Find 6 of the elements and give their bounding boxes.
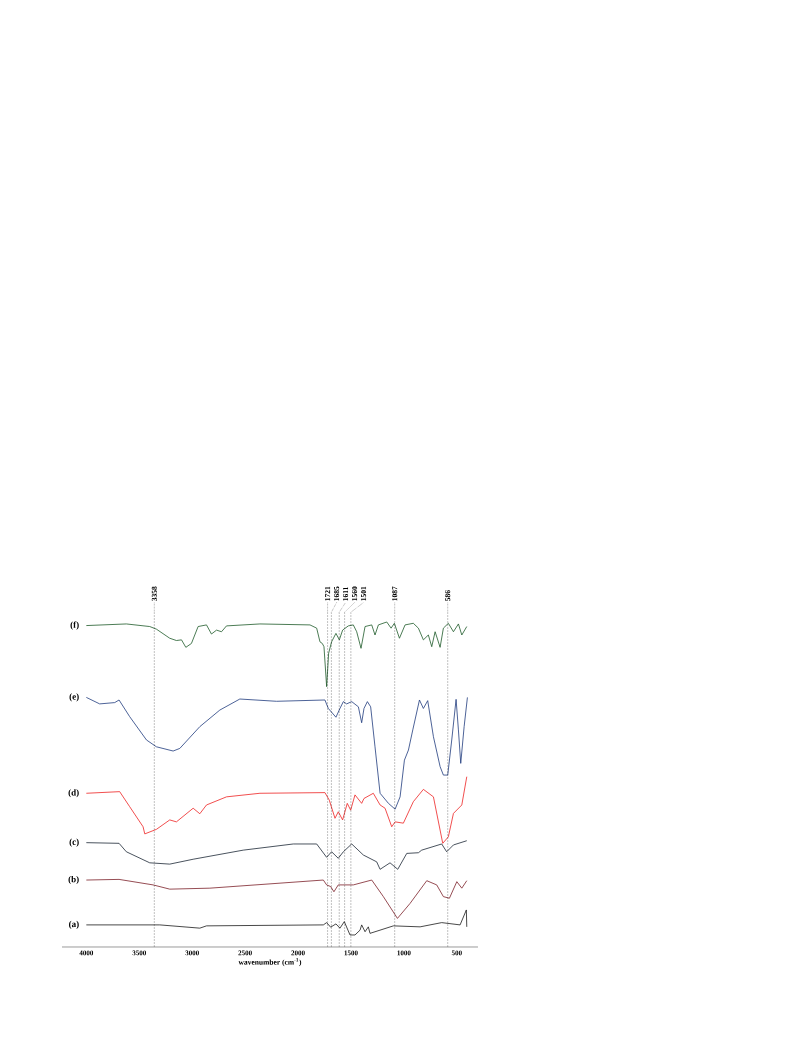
series-label: (c): [69, 838, 79, 847]
series-label: (a): [69, 920, 79, 929]
series-label: (d): [68, 789, 79, 798]
series-label: (e): [69, 693, 79, 702]
series-label: (f): [70, 621, 79, 630]
series-label: (b): [68, 875, 79, 885]
